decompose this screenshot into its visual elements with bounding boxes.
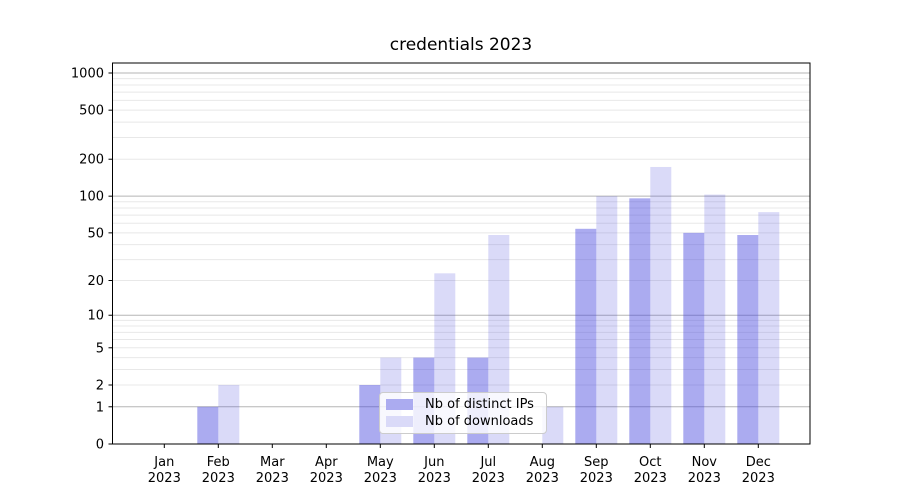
bar-downloads-sep xyxy=(596,196,618,444)
x-tick-year: 2023 xyxy=(202,471,235,486)
x-tick-label: Jan xyxy=(153,455,174,470)
x-tick-label: May xyxy=(367,455,394,470)
x-tick-year: 2023 xyxy=(526,471,559,486)
x-tick-label: Feb xyxy=(207,455,230,470)
x-tick-year: 2023 xyxy=(310,471,343,486)
x-tick-label: Sep xyxy=(584,455,609,470)
bar-distinct-ips-nov xyxy=(683,232,705,444)
y-tick-label: 50 xyxy=(87,226,104,241)
x-tick-year: 2023 xyxy=(472,471,505,486)
y-tick-label: 200 xyxy=(79,153,104,168)
x-tick-label: Nov xyxy=(692,455,718,470)
y-tick-label: 10 xyxy=(87,309,104,324)
legend-swatch-distinct-ips xyxy=(386,399,413,410)
legend: Nb of distinct IPs Nb of downloads xyxy=(379,392,547,434)
x-tick-year: 2023 xyxy=(580,471,613,486)
x-tick-year: 2023 xyxy=(418,471,451,486)
y-tick-label: 0 xyxy=(96,438,104,453)
bar-downloads-aug xyxy=(542,406,564,444)
legend-item-downloads: Nb of downloads xyxy=(386,414,540,429)
bar-distinct-ips-feb xyxy=(197,406,219,444)
legend-item-distinct-ips: Nb of distinct IPs xyxy=(386,397,540,412)
bar-downloads-nov xyxy=(704,194,726,444)
x-tick-label: Aug xyxy=(530,455,555,470)
chart-title: credentials 2023 xyxy=(389,35,533,55)
x-tick-label: Mar xyxy=(260,455,285,470)
plot-border xyxy=(112,62,811,445)
bar-distinct-ips-sep xyxy=(575,228,597,444)
bar-downloads-jul xyxy=(488,235,510,444)
bar-downloads-feb xyxy=(218,385,240,444)
y-tick-label: 500 xyxy=(79,104,104,119)
y-tick-label: 20 xyxy=(87,274,104,289)
y-tick-label: 1 xyxy=(96,400,104,415)
x-tick-label: Dec xyxy=(746,455,771,470)
x-tick-label: Jun xyxy=(423,455,444,470)
x-tick-label: Oct xyxy=(639,455,661,470)
bar-downloads-oct xyxy=(650,166,672,444)
x-tick-year: 2023 xyxy=(688,471,721,486)
legend-label-downloads: Nb of downloads xyxy=(425,414,534,429)
bar-distinct-ips-dec xyxy=(737,235,759,444)
x-tick-year: 2023 xyxy=(742,471,775,486)
y-tick-label: 2 xyxy=(96,379,104,394)
legend-swatch-downloads xyxy=(386,416,413,427)
x-tick-label: Apr xyxy=(315,455,338,470)
x-tick-year: 2023 xyxy=(634,471,667,486)
x-tick-year: 2023 xyxy=(364,471,397,486)
x-tick-year: 2023 xyxy=(256,471,289,486)
bar-distinct-ips-oct xyxy=(629,198,651,444)
bar-distinct-ips-may xyxy=(359,385,381,444)
y-tick-label: 1000 xyxy=(71,66,104,81)
legend-label-distinct-ips: Nb of distinct IPs xyxy=(425,397,534,412)
y-tick-label: 100 xyxy=(79,190,104,205)
x-tick-label: Jul xyxy=(479,455,496,470)
x-tick-year: 2023 xyxy=(148,471,181,486)
bar-downloads-dec xyxy=(758,212,780,444)
y-tick-label: 5 xyxy=(96,341,104,356)
